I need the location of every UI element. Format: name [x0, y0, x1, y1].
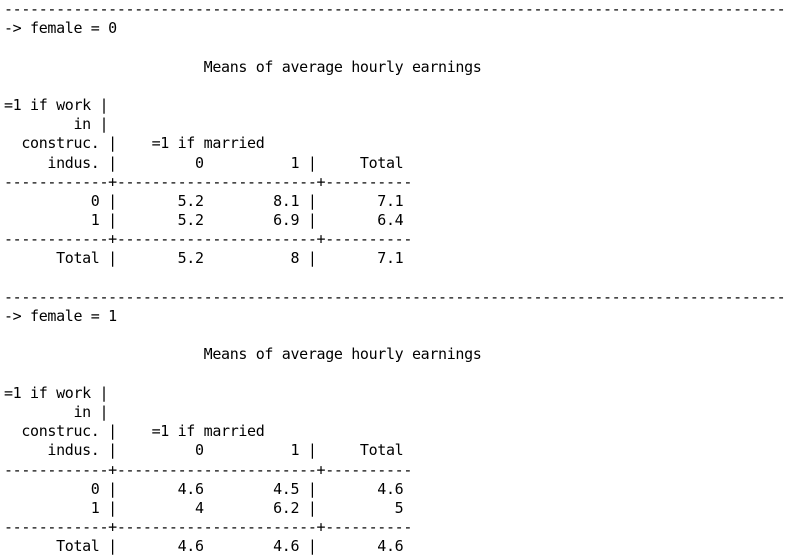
output-line: 0 | 4.6 4.5 | 4.6: [4, 479, 404, 498]
output-line: ------------+-----------------------+---…: [4, 518, 412, 537]
output-line: 1 | 4 6.2 | 5: [4, 498, 404, 517]
output-line: construc. | =1 if married: [4, 422, 265, 441]
output-line: Means of average hourly earnings: [4, 345, 482, 364]
output-line: in |: [4, 402, 109, 421]
output-line: =1 if work |: [4, 95, 109, 114]
output-line: [4, 326, 786, 345]
output-line: construc. | =1 if married: [4, 134, 265, 153]
output-line: [4, 269, 786, 288]
output-line: ------------+-----------------------+---…: [4, 172, 412, 191]
output-line: Total | 5.2 8 | 7.1: [4, 249, 404, 268]
output-line: [4, 77, 786, 96]
output-line: [4, 38, 786, 57]
output-line: indus. | 0 1 | Total: [4, 153, 404, 172]
output-line: Means of average hourly earnings: [4, 57, 482, 76]
output-line: ------------+-----------------------+---…: [4, 230, 412, 249]
output-line: ----------------------------------------…: [4, 0, 786, 18]
output-line: 0 | 5.2 8.1 | 7.1: [4, 191, 404, 210]
output-line: in |: [4, 115, 109, 134]
output-line: -> female = 0: [4, 19, 117, 38]
output-line: ----------------------------------------…: [4, 287, 786, 306]
output-line: [4, 365, 786, 384]
output-line: ------------+-----------------------+---…: [4, 460, 412, 479]
output-line: 1 | 5.2 6.9 | 6.4: [4, 211, 404, 230]
output-line: =1 if work |: [4, 383, 109, 402]
output-line: indus. | 0 1 | Total: [4, 441, 404, 460]
output-line: Total | 4.6 4.6 | 4.6: [4, 537, 404, 556]
output-line: -> female = 1: [4, 307, 117, 325]
